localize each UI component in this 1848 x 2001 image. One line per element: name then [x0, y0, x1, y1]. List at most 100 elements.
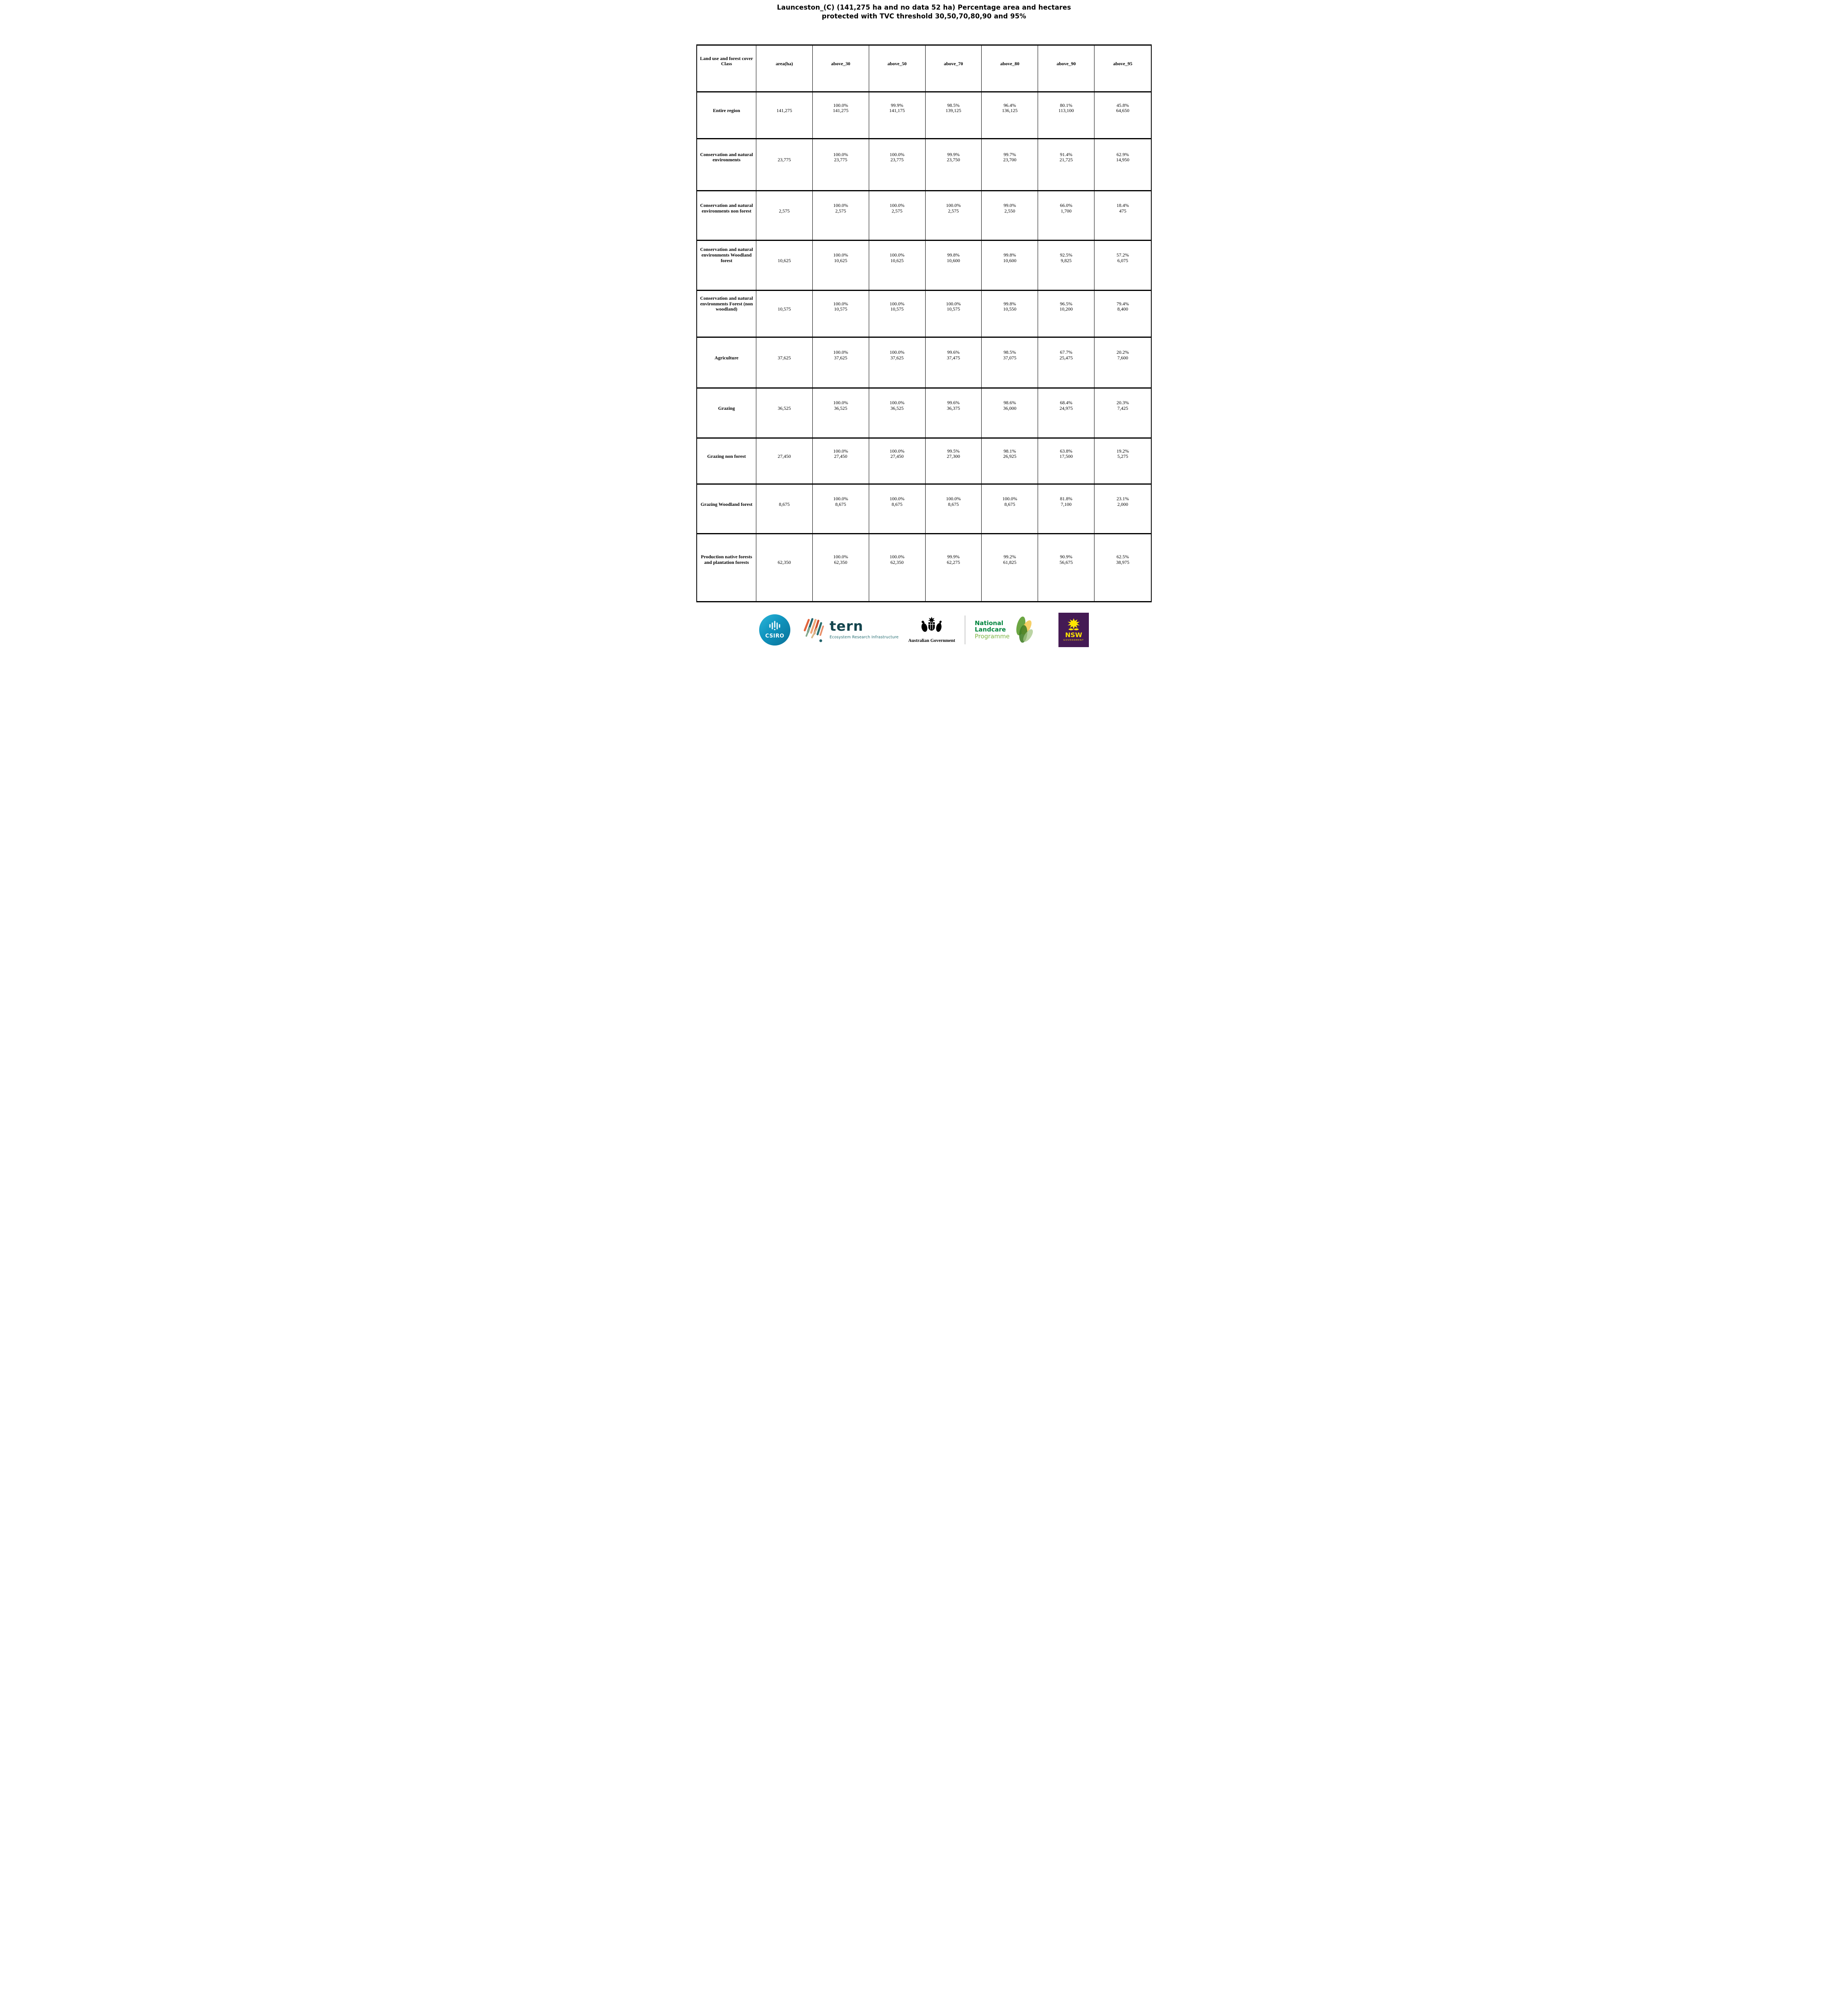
- data-cell: 98.1% 26,925: [982, 438, 1038, 483]
- landcare-leaves-icon: [1016, 616, 1033, 643]
- percent-value: 98.5%: [1003, 349, 1016, 355]
- tern-wordmark: tern: [830, 618, 864, 634]
- data-cell: 99.6% 37,475: [926, 337, 982, 387]
- hectares-value: 23,750: [946, 157, 960, 163]
- hectares-value: 37,625: [834, 355, 848, 361]
- hectares-value: 8,675: [948, 501, 959, 507]
- data-cell: 99.6% 36,375: [926, 388, 982, 437]
- data-cell: 98.6% 36,000: [982, 388, 1038, 437]
- header-cell-above-50: above_50: [869, 45, 926, 91]
- row-label-cell: Grazing non forest: [697, 438, 756, 483]
- hectares-value: 475: [1119, 208, 1126, 214]
- national-landcare-logo: National Landcare Programme: [975, 616, 1034, 644]
- row-label-cell: Agriculture: [697, 337, 756, 387]
- percent-value: 66.0%: [1060, 202, 1072, 208]
- row-label: Production native forests and plantation…: [701, 554, 752, 565]
- percent-value: 96.4%: [1003, 102, 1016, 108]
- data-cell: 100.0% 8,675: [982, 484, 1038, 533]
- area-cell: 62,350: [756, 534, 813, 601]
- percent-value: 79.4%: [1116, 301, 1129, 307]
- data-cell: 100.0% 8,675: [926, 484, 982, 533]
- data-cell: 99.9% 62,275: [926, 534, 982, 601]
- data-cell: 91.4% 21,725: [1038, 139, 1095, 190]
- percent-value: 23.1%: [1116, 495, 1129, 501]
- coat-of-arms-icon: [921, 616, 942, 632]
- percent-value: 100.0%: [1002, 495, 1017, 501]
- table-row: Conservation and natural environments no…: [697, 190, 1151, 240]
- hectares-value: 10,625: [834, 258, 848, 264]
- hectares-value: 10,550: [1003, 306, 1016, 312]
- area-value: 10,575: [778, 306, 791, 312]
- hectares-value: 14,950: [1116, 157, 1130, 163]
- row-label-cell: Grazing Woodland forest: [697, 484, 756, 533]
- data-cell: 99.8% 10,600: [982, 241, 1038, 290]
- hectares-value: 27,450: [890, 453, 904, 459]
- percent-value: 100.0%: [833, 495, 848, 501]
- table-row: Grazing 36,525 100.0% 36,525 100.0% 36,525…: [697, 387, 1151, 437]
- hectares-value: 62,275: [946, 559, 960, 565]
- hectares-value: 139,125: [945, 108, 961, 114]
- csiro-logo: CSIRO: [759, 614, 790, 646]
- percent-value: 63.8%: [1060, 448, 1072, 454]
- percent-value: 100.0%: [890, 252, 905, 258]
- csiro-wave-icon: [769, 621, 780, 630]
- area-cell: 2,575: [756, 191, 813, 240]
- data-cell: 100.0% 2,575: [813, 191, 869, 240]
- waratah-icon: [1067, 618, 1080, 630]
- hectares-value: 141,275: [833, 108, 849, 114]
- row-label-cell: Conservation and natural environments Wo…: [697, 241, 756, 290]
- data-cell: 79.4% 8,400: [1094, 291, 1151, 337]
- row-label: Conservation and natural environments Fo…: [700, 295, 753, 312]
- data-cell: 19.2% 5,275: [1094, 439, 1151, 483]
- hectares-value: 17,500: [1059, 453, 1073, 459]
- nsw-label: NSW: [1065, 631, 1082, 639]
- header-cell-above-90: above_90: [1038, 45, 1095, 91]
- hectares-value: 36,525: [890, 405, 904, 411]
- hectares-value: 37,625: [890, 355, 904, 361]
- row-label: Grazing Woodland forest: [700, 501, 753, 507]
- landcare-label-line1: National: [974, 619, 1004, 627]
- data-cell: 100.0% 36,525: [813, 388, 869, 437]
- page-title: Launceston_(C) (141,275 ha and no data 5…: [777, 4, 1071, 20]
- data-cell: 100.0% 2,575: [869, 191, 926, 240]
- area-value: 23,775: [778, 157, 791, 163]
- percent-value: 100.0%: [833, 151, 848, 157]
- percent-value: 100.0%: [946, 301, 961, 307]
- hectares-value: 113,100: [1058, 108, 1074, 114]
- data-cell: 81.8% 7,100: [1038, 484, 1095, 533]
- percent-value: 45.8%: [1116, 102, 1129, 108]
- hectares-value: 141,175: [889, 108, 905, 114]
- hectares-value: 24,975: [1059, 405, 1073, 411]
- hectares-value: 2,550: [1004, 208, 1015, 214]
- percent-value: 100.0%: [833, 400, 848, 406]
- tern-map-icon: [804, 618, 824, 642]
- data-cell: 99.9% 141,175: [869, 92, 926, 138]
- hectares-value: 136,125: [1002, 108, 1018, 114]
- data-cell: 100.0% 27,450: [813, 438, 869, 483]
- nsw-sublabel: GOVERNMENT: [1063, 639, 1084, 642]
- hectares-value: 2,575: [835, 208, 846, 214]
- percent-value: 19.2%: [1116, 448, 1129, 454]
- area-cell: 23,775: [756, 139, 813, 190]
- data-cell: 66.0% 1,700: [1038, 191, 1095, 240]
- area-cell: 10,575: [756, 291, 813, 337]
- percent-value: 62.5%: [1116, 554, 1129, 560]
- percent-value: 100.0%: [890, 495, 905, 501]
- hectares-value: 26,925: [1003, 453, 1016, 459]
- data-cell: 99.8% 10,550: [982, 291, 1038, 337]
- area-value: 27,450: [778, 453, 791, 459]
- percent-value: 100.0%: [833, 301, 848, 307]
- hectares-value: 2,575: [892, 208, 903, 214]
- australian-government-label: Australian Government: [908, 638, 955, 643]
- percent-value: 99.8%: [1003, 252, 1016, 258]
- row-label: Grazing: [718, 405, 735, 411]
- percent-value: 99.0%: [1003, 202, 1016, 208]
- percent-value: 100.0%: [890, 554, 905, 560]
- area-cell: 10,625: [756, 241, 813, 290]
- data-cell: 98.5% 139,125: [926, 92, 982, 138]
- percent-value: 99.9%: [947, 554, 960, 560]
- data-cell: 99.9% 23,750: [926, 139, 982, 190]
- percent-value: 98.1%: [1003, 448, 1016, 454]
- percent-value: 98.6%: [1003, 400, 1016, 406]
- header-cell-above-30: above_30: [813, 45, 869, 91]
